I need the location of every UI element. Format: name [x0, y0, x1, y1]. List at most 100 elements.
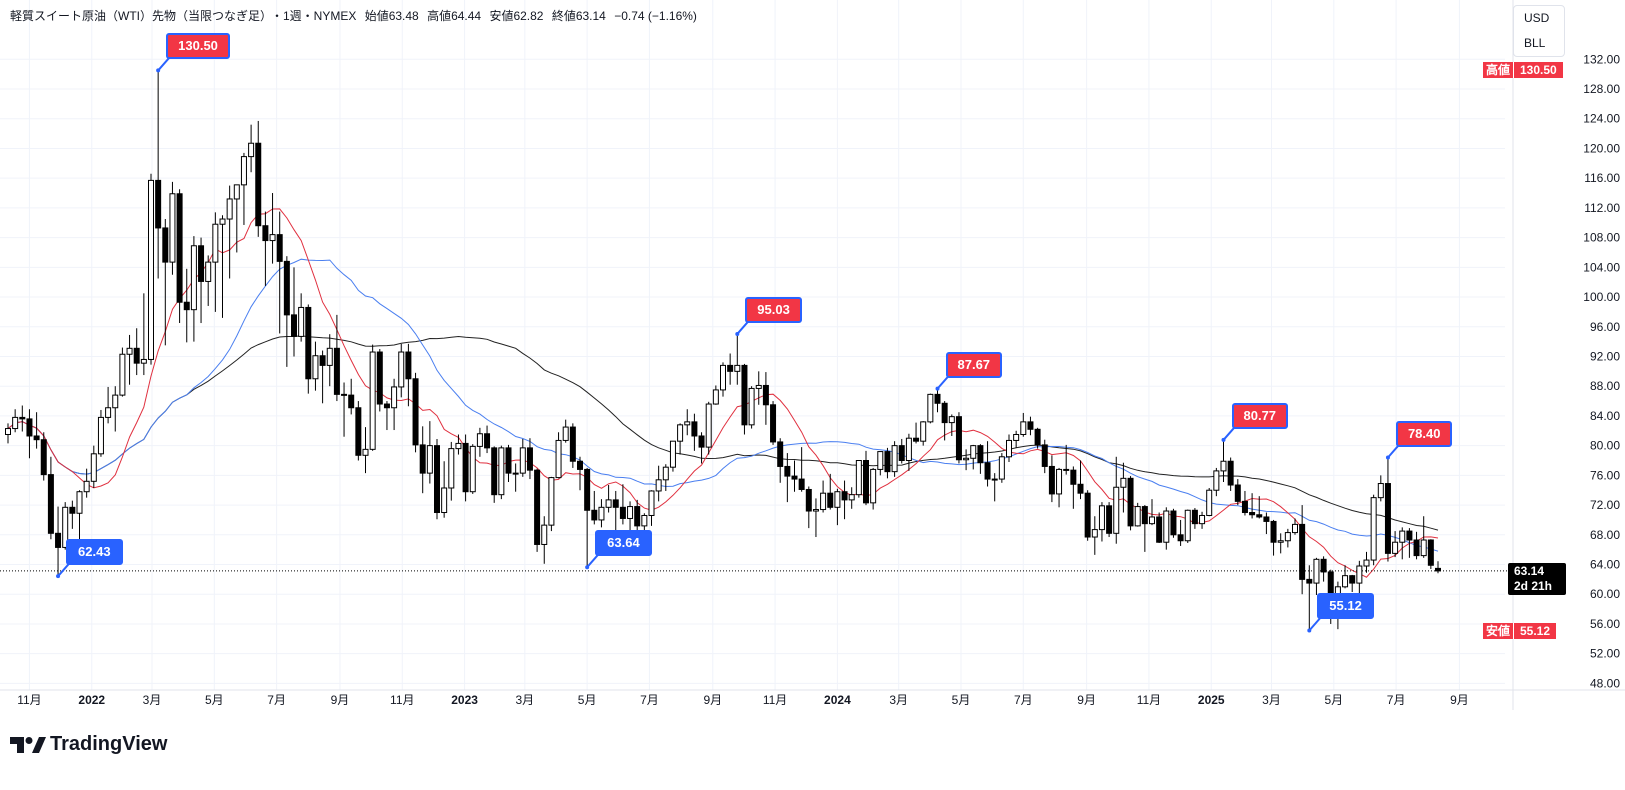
candle-body-down	[1241, 500, 1248, 514]
candle	[705, 401, 712, 455]
candle	[948, 414, 955, 436]
price-callout-low[interactable]: 63.64	[595, 530, 652, 557]
price-callout-high[interactable]: 87.67	[945, 351, 1003, 378]
candle-body-up	[469, 445, 476, 493]
candle-body-up	[105, 407, 112, 418]
candle	[55, 506, 62, 577]
candle	[1399, 527, 1406, 560]
candle-body-down	[727, 364, 734, 372]
candle	[355, 401, 362, 461]
candle-body-up	[90, 453, 97, 482]
candle-body-down	[419, 444, 426, 474]
price-chart[interactable]: 48.00 52.00 56.00 60.00 64.00 68.00 72.00 76.00…	[0, 0, 1625, 712]
ohlc-high: 高値64.44	[427, 9, 482, 23]
candle	[1256, 496, 1263, 519]
candle-body-down	[798, 478, 805, 490]
x-tick-label: 7月	[267, 693, 286, 707]
candle	[855, 460, 862, 498]
candle-body-up	[240, 156, 247, 186]
candle-body-down	[319, 355, 326, 366]
candle-body-up	[855, 460, 862, 496]
candle-body-down	[1435, 567, 1441, 572]
x-tick-label: 2024	[824, 693, 851, 707]
candle-body-down	[341, 393, 348, 396]
symbol-name[interactable]: 軽質スイート原油（WTI）先物（当限つなぎ足）	[10, 9, 266, 23]
candle	[698, 432, 705, 464]
candle-body-down	[198, 245, 205, 282]
candle	[276, 211, 283, 334]
candle-body-up	[920, 421, 927, 442]
unit-label[interactable]: BLL	[1524, 36, 1546, 50]
candle	[491, 446, 498, 503]
price-callout-low[interactable]: 62.43	[66, 539, 123, 566]
candle	[555, 432, 562, 479]
ohlc-close: 終値63.14	[551, 9, 606, 23]
candle	[190, 236, 197, 342]
candle	[1070, 466, 1077, 509]
candle-body-down	[898, 445, 905, 462]
candle-body-down	[462, 442, 469, 493]
candle-body-down	[1034, 428, 1041, 446]
candle-body-up	[76, 491, 83, 514]
candle	[548, 476, 555, 532]
x-tick-label: 2023	[451, 693, 478, 707]
candle	[1077, 460, 1084, 500]
candle	[920, 421, 927, 446]
candle-body-down	[162, 227, 169, 263]
candle	[1406, 528, 1413, 558]
candle-body-up	[991, 478, 998, 481]
candle-body-down	[934, 393, 941, 404]
candle	[462, 434, 469, 502]
candle-body-down	[19, 416, 26, 420]
price-callout-high[interactable]: 95.03	[745, 296, 802, 323]
candle	[176, 189, 183, 324]
callout-point	[735, 331, 740, 336]
candle-body-up	[140, 358, 147, 364]
candle-body-down	[1084, 492, 1091, 538]
price-callout-low[interactable]: 55.12	[1317, 593, 1374, 620]
candle	[1270, 519, 1277, 556]
candle-body-up	[1163, 510, 1170, 543]
x-tick-label: 5月	[205, 693, 224, 707]
candle-body-up	[1392, 541, 1399, 554]
ma-mid-line	[7, 258, 1439, 552]
candle	[1184, 509, 1191, 543]
candle	[834, 488, 841, 526]
tradingview-logo[interactable]: TradingView	[10, 733, 167, 756]
candle-body-down	[784, 465, 791, 477]
y-tick-label: 76.00	[1590, 468, 1620, 482]
candle	[684, 409, 691, 436]
candle	[1206, 487, 1213, 517]
currency-label[interactable]: USD	[1524, 11, 1550, 25]
x-tick-label: 9月	[1450, 693, 1469, 707]
price-callout-high[interactable]: 78.40	[1395, 420, 1453, 447]
price-callout-high[interactable]: 80.77	[1231, 402, 1289, 429]
candle	[1149, 499, 1155, 526]
candle-body-down	[176, 193, 183, 303]
candle-body-up	[519, 447, 526, 474]
candle-body-down	[47, 474, 54, 534]
candle	[26, 409, 33, 459]
candle	[505, 444, 512, 483]
candle	[376, 349, 383, 412]
interval-exchange[interactable]: ・1週・NYMEX	[271, 9, 357, 23]
candle-body-up	[326, 347, 333, 366]
candle	[269, 193, 276, 264]
candle	[1084, 490, 1091, 541]
candle-body-up	[362, 448, 369, 456]
candle	[827, 473, 834, 510]
candle-body-up	[476, 433, 483, 447]
candle-body-down	[691, 421, 698, 437]
candle	[762, 372, 769, 425]
price-callout-high[interactable]: 130.50	[166, 33, 230, 60]
candle	[1106, 502, 1113, 538]
candle-body-down	[1077, 483, 1084, 494]
currency-unit-selector[interactable]: USD BLL	[1513, 5, 1565, 57]
candle	[777, 438, 784, 483]
candle	[119, 347, 126, 397]
candle	[47, 456, 54, 540]
candle	[133, 328, 140, 376]
ma-slow-line	[7, 335, 1439, 531]
candle	[369, 344, 376, 451]
candle-body-down	[534, 469, 541, 545]
